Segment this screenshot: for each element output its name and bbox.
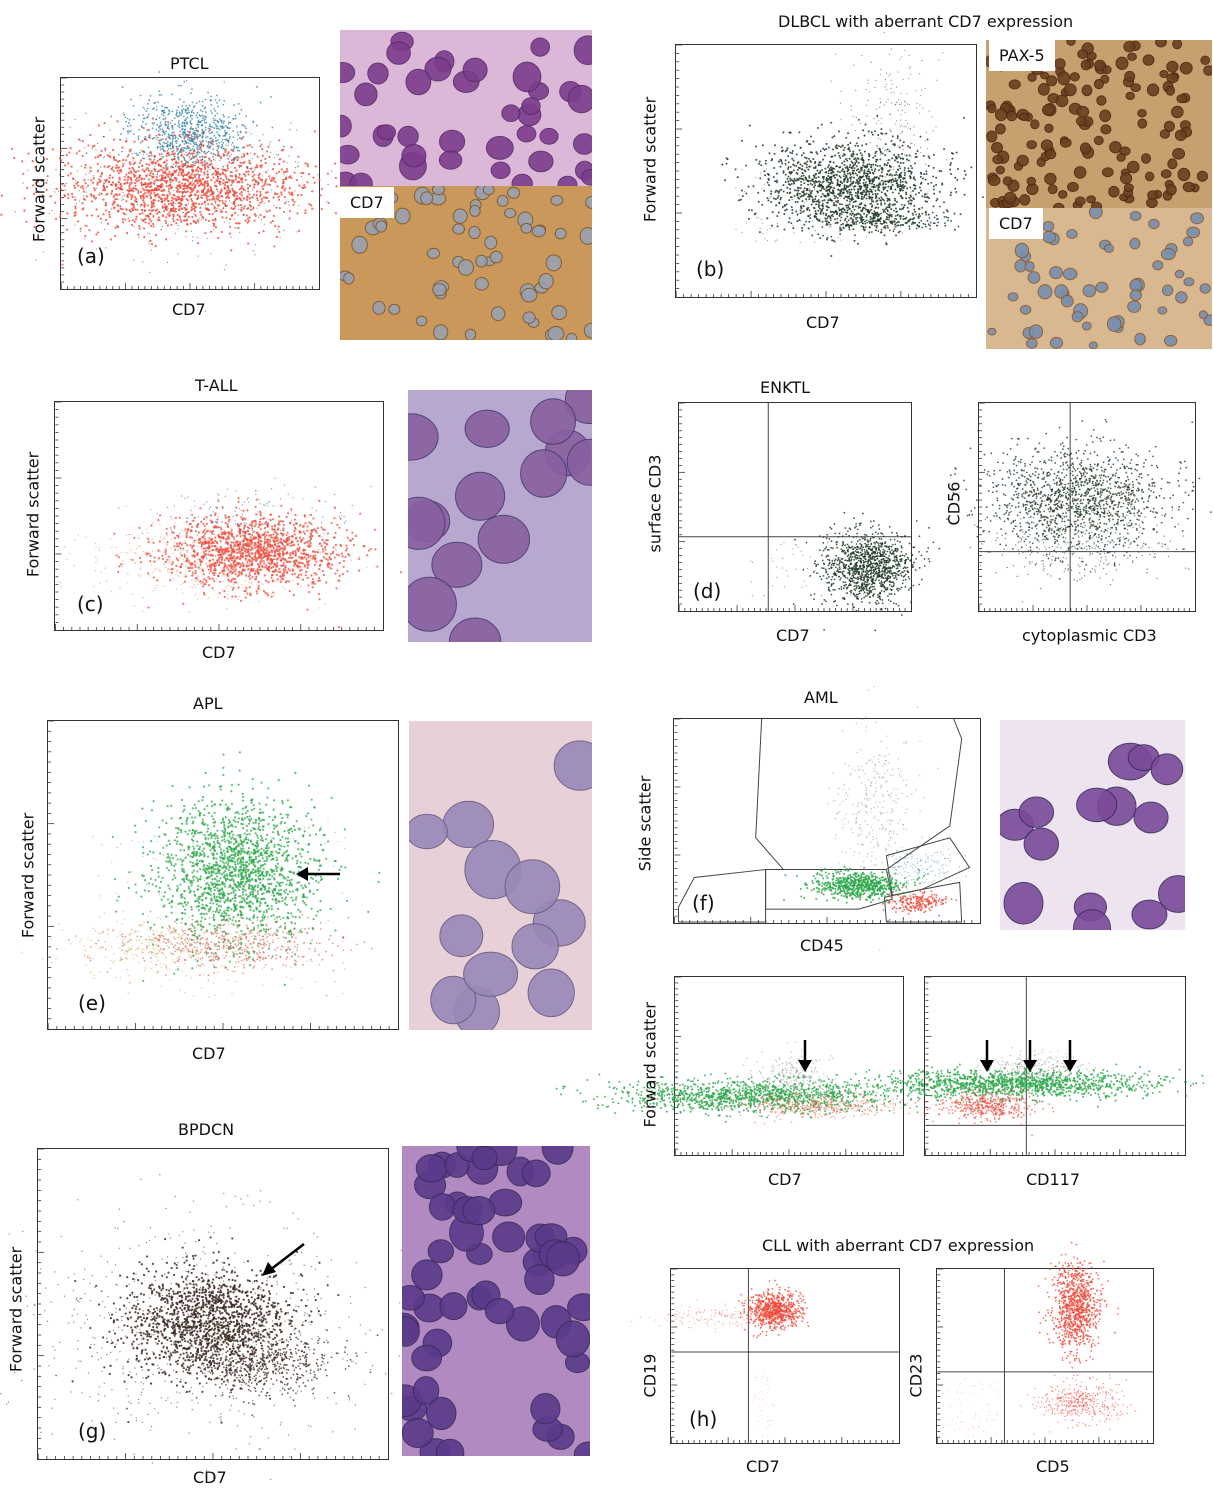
panel-g-plot: (g) [0,1148,581,1480]
panel-d-xlabel: CD7 [776,626,810,645]
panel-a-title: PTCL [170,54,209,73]
panel-b-ylabel: Forward scatter [641,95,660,225]
panel-f-scatter-3 [797,976,1205,1155]
panel-h-scatter-1 [630,1268,899,1443]
panel-b-xlabel: CD7 [806,313,840,332]
panel-b-plot: (b) [675,19,1043,298]
panel-d-xlabel-2: cytoplasmic CD3 [1022,626,1157,645]
panel-f-scatter-1 [674,685,973,951]
panel-f-ylabel: Side scatter [636,769,655,879]
panel-g-label: (g) [78,1419,106,1443]
panel-d-plot-2 [946,402,1212,612]
panel-b-title: DLBCL with aberrant CD7 expression [778,12,1073,31]
panel-c-ylabel: Forward scatter [24,450,43,580]
panel-f-scatter-2 [555,976,1052,1155]
panel-h-xlabel-2: CD5 [1036,1457,1070,1476]
arrow-left-icon [296,867,340,881]
panel-b-label: (b) [696,257,724,281]
panel-d-ylabel-2: CD56 [945,474,964,534]
panel-e-plot: (e) [20,720,399,1030]
panel-g-xlabel: CD7 [193,1468,227,1487]
panel-f-image [1000,720,1185,930]
panel-a-xlabel: CD7 [172,300,206,319]
panel-f-plot-1: (f) [673,685,981,951]
panel-e-xlabel: CD7 [192,1044,226,1063]
panel-f-xlabel-2: CD7 [768,1170,802,1189]
panel-f-plot-3 [797,976,1205,1156]
panel-g-scatter [0,1148,581,1480]
panel-e-ylabel: Forward scatter [19,806,38,946]
arrow-down-icon [1023,1040,1037,1072]
arrow-left-icon [262,1243,305,1276]
panel-c-scatter [36,401,415,630]
panel-a-scatter [0,59,378,312]
panel-a-stain-label: CD7 [340,187,394,218]
panel-g-ylabel: Forward scatter [7,1240,26,1380]
panel-e-scatter [20,720,390,1029]
panel-f-title: AML [804,688,838,707]
panel-e-title: APL [193,694,223,713]
panel-h-ylabel: CD19 [641,1346,660,1406]
panel-c-plot: (c) [36,401,415,631]
panel-h-ylabel-2: CD23 [907,1346,926,1406]
panel-h-scatter-2 [936,1241,1153,1446]
panel-c-label: (c) [77,592,104,616]
panel-d-title: ENKTL [760,378,810,397]
panel-a-ylabel: Forward scatter [30,115,49,245]
panel-e-label: (e) [78,991,106,1015]
panel-b-stain-top: PAX-5 [989,40,1055,71]
panel-h-title: CLL with aberrant CD7 expression [762,1236,1034,1255]
panel-h-plot-2 [936,1241,1154,1446]
panel-f-plot-2 [555,976,1052,1156]
panel-b-scatter [675,19,1043,297]
panel-b-stain-bottom: CD7 [989,208,1043,239]
panel-d-label: (d) [693,579,721,603]
arrow-down-icon [798,1040,812,1072]
panel-h-plot-1: (h) [630,1268,900,1444]
arrow-down-icon [1063,1040,1077,1072]
panel-e-image [409,721,592,1030]
panel-a-he-image [340,30,592,186]
panel-c-xlabel: CD7 [202,643,236,662]
panel-f-xlabel: CD45 [800,936,844,955]
panel-d-plot-1: (d) [678,402,941,632]
panel-f-ylabel-2: Forward scatter [641,1002,660,1127]
panel-f-label: (f) [692,891,715,915]
arrow-down-icon [980,1040,994,1072]
panel-a-label: (a) [77,244,105,268]
panel-f-xlabel-3: CD117 [1026,1170,1080,1189]
panel-g-title: BPDCN [178,1120,234,1139]
panel-d-scatter-2 [946,402,1212,611]
panel-c-image [408,390,592,642]
panel-h-label: (h) [689,1407,717,1431]
panel-g-image [402,1146,590,1456]
panel-h-xlabel: CD7 [746,1457,780,1476]
panel-c-title: T-ALL [195,376,238,395]
panel-d-ylabel: surface CD3 [646,449,665,559]
panel-d-scatter-1 [678,402,941,632]
panel-a-plot: (a) [0,59,378,312]
